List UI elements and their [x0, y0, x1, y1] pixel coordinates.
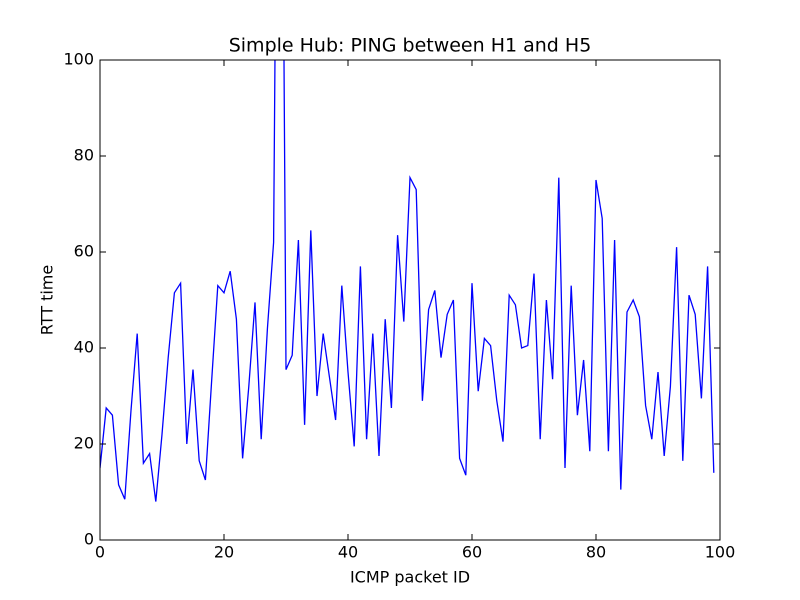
y-tick-label: 0	[84, 530, 94, 549]
data-line	[100, 60, 715, 502]
y-tick-label: 80	[74, 146, 94, 165]
x-tick-label: 0	[95, 543, 105, 562]
x-tick-label: 80	[586, 543, 606, 562]
y-tick-label: 40	[74, 338, 94, 357]
chart-title: Simple Hub: PING between H1 and H5	[229, 35, 592, 57]
x-tick-label: 20	[214, 543, 234, 562]
plot-frame	[99, 59, 721, 541]
y-tick-label: 60	[74, 242, 94, 261]
x-tick-label: 40	[338, 543, 358, 562]
y-tick-label: 20	[74, 434, 94, 453]
x-tick-label: 60	[462, 543, 482, 562]
x-axis-label: ICMP packet ID	[350, 568, 470, 587]
y-axis-label: RTT time	[38, 265, 57, 335]
x-tick-label: 100	[705, 543, 736, 562]
y-tick-label: 100	[63, 50, 94, 69]
